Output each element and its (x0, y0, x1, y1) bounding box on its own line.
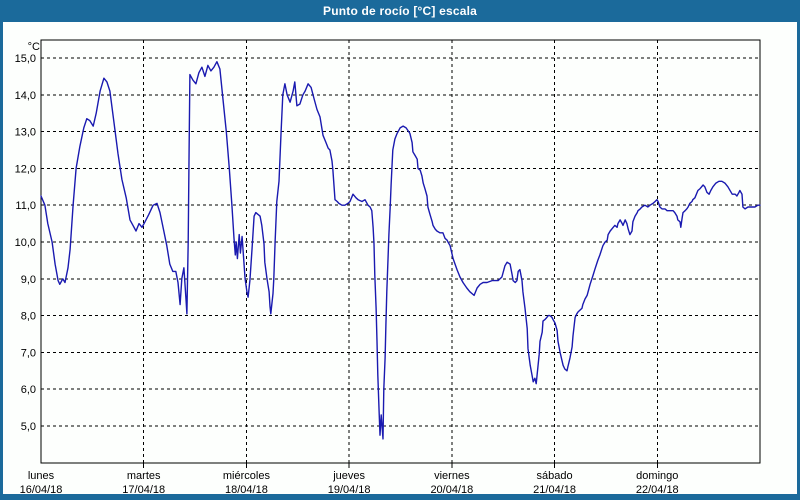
y-axis-labels: 15,0 14,0 13,0 12,0 11,0 10,0 9,0 8,0 7,0 6,0 5,0 °… (15, 41, 40, 433)
y-tick-label: 13,0 (15, 127, 36, 139)
dew-point-chart: 15,0 14,0 13,0 12,0 11,0 10,0 9,0 8,0 7,0 6,0 5,0 °… (15, 39, 761, 494)
x-day-date: 16/04/18 (20, 484, 63, 494)
x-day-name: martes (127, 470, 161, 482)
y-tick-label: 12,0 (15, 163, 36, 175)
x-day-date: 17/04/18 (122, 484, 165, 494)
x-day-name: miércoles (223, 470, 271, 482)
x-axis-labels: lunes 16/04/18 martes 17/04/18 miércoles 18/0… (20, 470, 679, 494)
y-tick-label: 10,0 (15, 237, 36, 249)
x-day-date: 22/04/18 (636, 484, 679, 494)
y-tick-label: 6,0 (21, 384, 36, 396)
x-day-date: 21/04/18 (533, 484, 576, 494)
x-day-name: jueves (332, 470, 365, 482)
dew-point-line (40, 61, 761, 440)
y-tick-label: 7,0 (21, 347, 36, 359)
gridlines (41, 40, 760, 468)
x-day-name: viernes (434, 470, 470, 482)
chart-canvas: 15,0 14,0 13,0 12,0 11,0 10,0 9,0 8,0 7,0 6,0 5,0 °… (3, 22, 797, 494)
x-day-name: domingo (636, 470, 678, 482)
y-tick-label: 14,0 (15, 90, 36, 102)
y-tick-label: 15,0 (15, 53, 36, 65)
x-day-name: sábado (537, 470, 573, 482)
x-day-date: 19/04/18 (328, 484, 371, 494)
x-day-date: 18/04/18 (225, 484, 268, 494)
y-tick-label: 5,0 (21, 421, 36, 433)
y-axis-unit-label: °C (28, 41, 40, 53)
y-tick-label: 9,0 (21, 274, 36, 286)
plot-border (40, 39, 761, 464)
y-tick-label: 8,0 (21, 311, 36, 323)
window-titlebar[interactable]: Punto de rocío [°C] escala (0, 0, 800, 22)
window-title: Punto de rocío [°C] escala (322, 4, 478, 18)
y-tick-label: 11,0 (15, 200, 36, 212)
x-day-name: lunes (28, 470, 55, 482)
x-day-date: 20/04/18 (430, 484, 473, 494)
